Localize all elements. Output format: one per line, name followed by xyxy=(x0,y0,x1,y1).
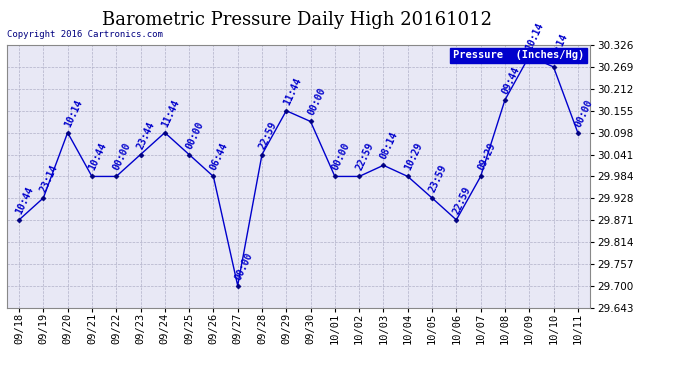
Text: 00:00: 00:00 xyxy=(573,98,594,129)
Text: 22:59: 22:59 xyxy=(451,185,473,216)
Text: 08:14: 08:14 xyxy=(379,130,400,161)
Text: 07:14: 07:14 xyxy=(549,32,570,63)
Text: 00:00: 00:00 xyxy=(233,251,255,281)
Text: 23:14: 23:14 xyxy=(39,163,60,194)
Text: Copyright 2016 Cartronics.com: Copyright 2016 Cartronics.com xyxy=(7,30,163,39)
Text: 23:59: 23:59 xyxy=(427,163,449,194)
Text: 10:29: 10:29 xyxy=(403,141,424,172)
Text: 00:00: 00:00 xyxy=(306,87,327,117)
Text: Barometric Pressure Daily High 20161012: Barometric Pressure Daily High 20161012 xyxy=(101,11,492,29)
Text: 09:29: 09:29 xyxy=(475,141,497,172)
Text: 11:44: 11:44 xyxy=(160,98,181,129)
Text: 06:44: 06:44 xyxy=(208,141,230,172)
Text: 00:00: 00:00 xyxy=(330,141,351,172)
Text: 00:00: 00:00 xyxy=(111,141,132,172)
Text: 10:44: 10:44 xyxy=(87,141,108,172)
Text: 10:44: 10:44 xyxy=(14,185,36,216)
Text: 22:59: 22:59 xyxy=(354,141,376,172)
Text: 11:44: 11:44 xyxy=(282,76,303,106)
Text: 10:14: 10:14 xyxy=(63,98,84,129)
Text: 23:44: 23:44 xyxy=(136,120,157,150)
Text: 00:00: 00:00 xyxy=(184,120,206,150)
Text: 22:59: 22:59 xyxy=(257,120,279,150)
Text: Pressure  (Inches/Hg): Pressure (Inches/Hg) xyxy=(453,50,584,60)
Text: 10:14: 10:14 xyxy=(524,21,546,52)
Text: 09:44: 09:44 xyxy=(500,65,522,96)
